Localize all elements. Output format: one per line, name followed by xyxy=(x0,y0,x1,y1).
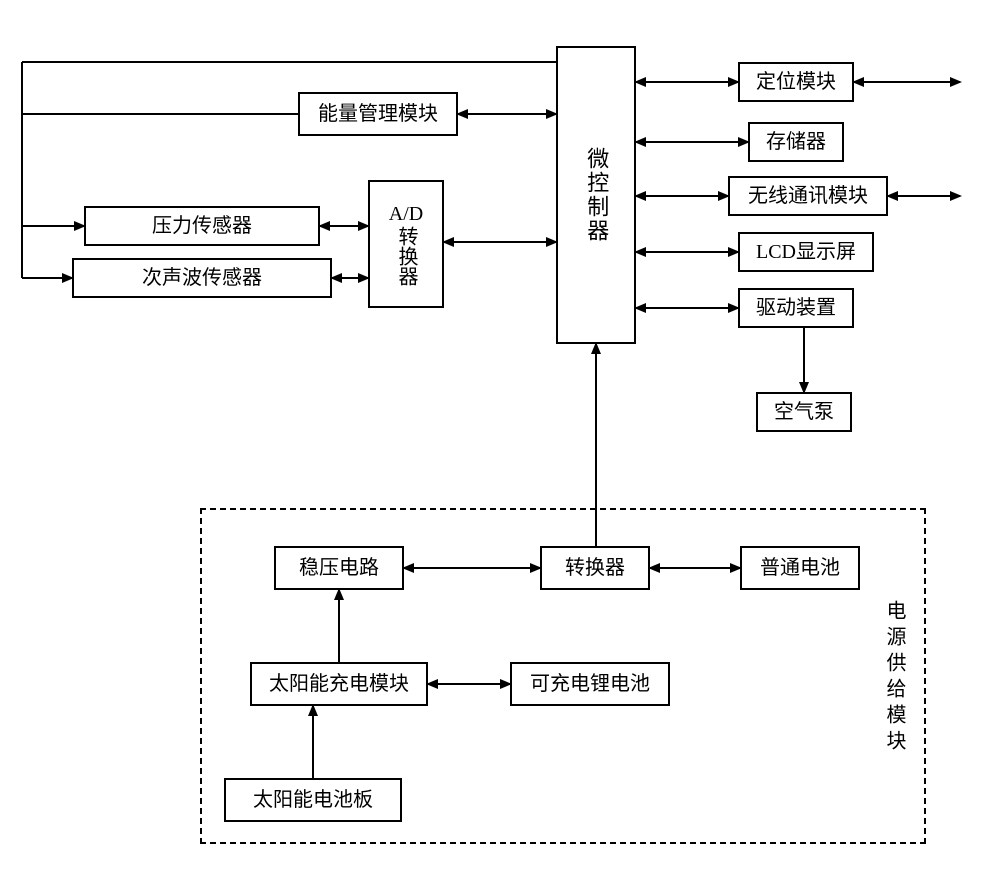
label: 次声波传感器 xyxy=(142,266,262,290)
label: 压力传感器 xyxy=(152,214,252,238)
node-regulator: 稳压电路 xyxy=(274,546,404,590)
node-pressure-sensor: 压力传感器 xyxy=(84,206,320,246)
label: 定位模块 xyxy=(756,70,836,94)
label: 空气泵 xyxy=(774,400,834,424)
node-wireless: 无线通讯模块 xyxy=(728,176,888,216)
node-mcu: 微控制器 xyxy=(556,46,636,344)
label: 太阳能充电模块 xyxy=(269,672,409,696)
node-storage: 存储器 xyxy=(748,122,844,162)
node-energy-mgmt: 能量管理模块 xyxy=(298,92,458,136)
label: 驱动装置 xyxy=(756,296,836,320)
label: 可充电锂电池 xyxy=(530,672,650,696)
node-infrasonic-sensor: 次声波传感器 xyxy=(72,258,332,298)
label: LCD显示屏 xyxy=(756,240,856,264)
node-solar-panel: 太阳能电池板 xyxy=(224,778,402,822)
node-positioning: 定位模块 xyxy=(738,62,854,102)
label: 能量管理模块 xyxy=(318,102,438,126)
label-bottom: 转换器 xyxy=(394,226,418,286)
label: 转换器 xyxy=(565,556,625,580)
label: 存储器 xyxy=(766,130,826,154)
node-lcd: LCD显示屏 xyxy=(738,232,874,272)
label: 普通电池 xyxy=(760,556,840,580)
power-supply-label: 电源供给模块 xyxy=(880,600,909,756)
node-solar-charge: 太阳能充电模块 xyxy=(250,662,428,706)
label: 太阳能电池板 xyxy=(253,788,373,812)
node-battery: 普通电池 xyxy=(740,546,860,590)
label: 微控制器 xyxy=(583,147,609,243)
node-driver: 驱动装置 xyxy=(738,288,854,328)
node-air-pump: 空气泵 xyxy=(756,392,852,432)
node-li-battery: 可充电锂电池 xyxy=(510,662,670,706)
diagram-root: 电源供给模块 能量管理模块 微控制器 定位模块 存储器 无线通讯模块 LCD显示… xyxy=(0,0,1000,869)
label-top: A/D xyxy=(389,202,423,226)
label: 无线通讯模块 xyxy=(748,184,868,208)
label: 稳压电路 xyxy=(299,556,379,580)
node-converter: 转换器 xyxy=(540,546,650,590)
node-adc: A/D 转换器 xyxy=(368,180,444,308)
